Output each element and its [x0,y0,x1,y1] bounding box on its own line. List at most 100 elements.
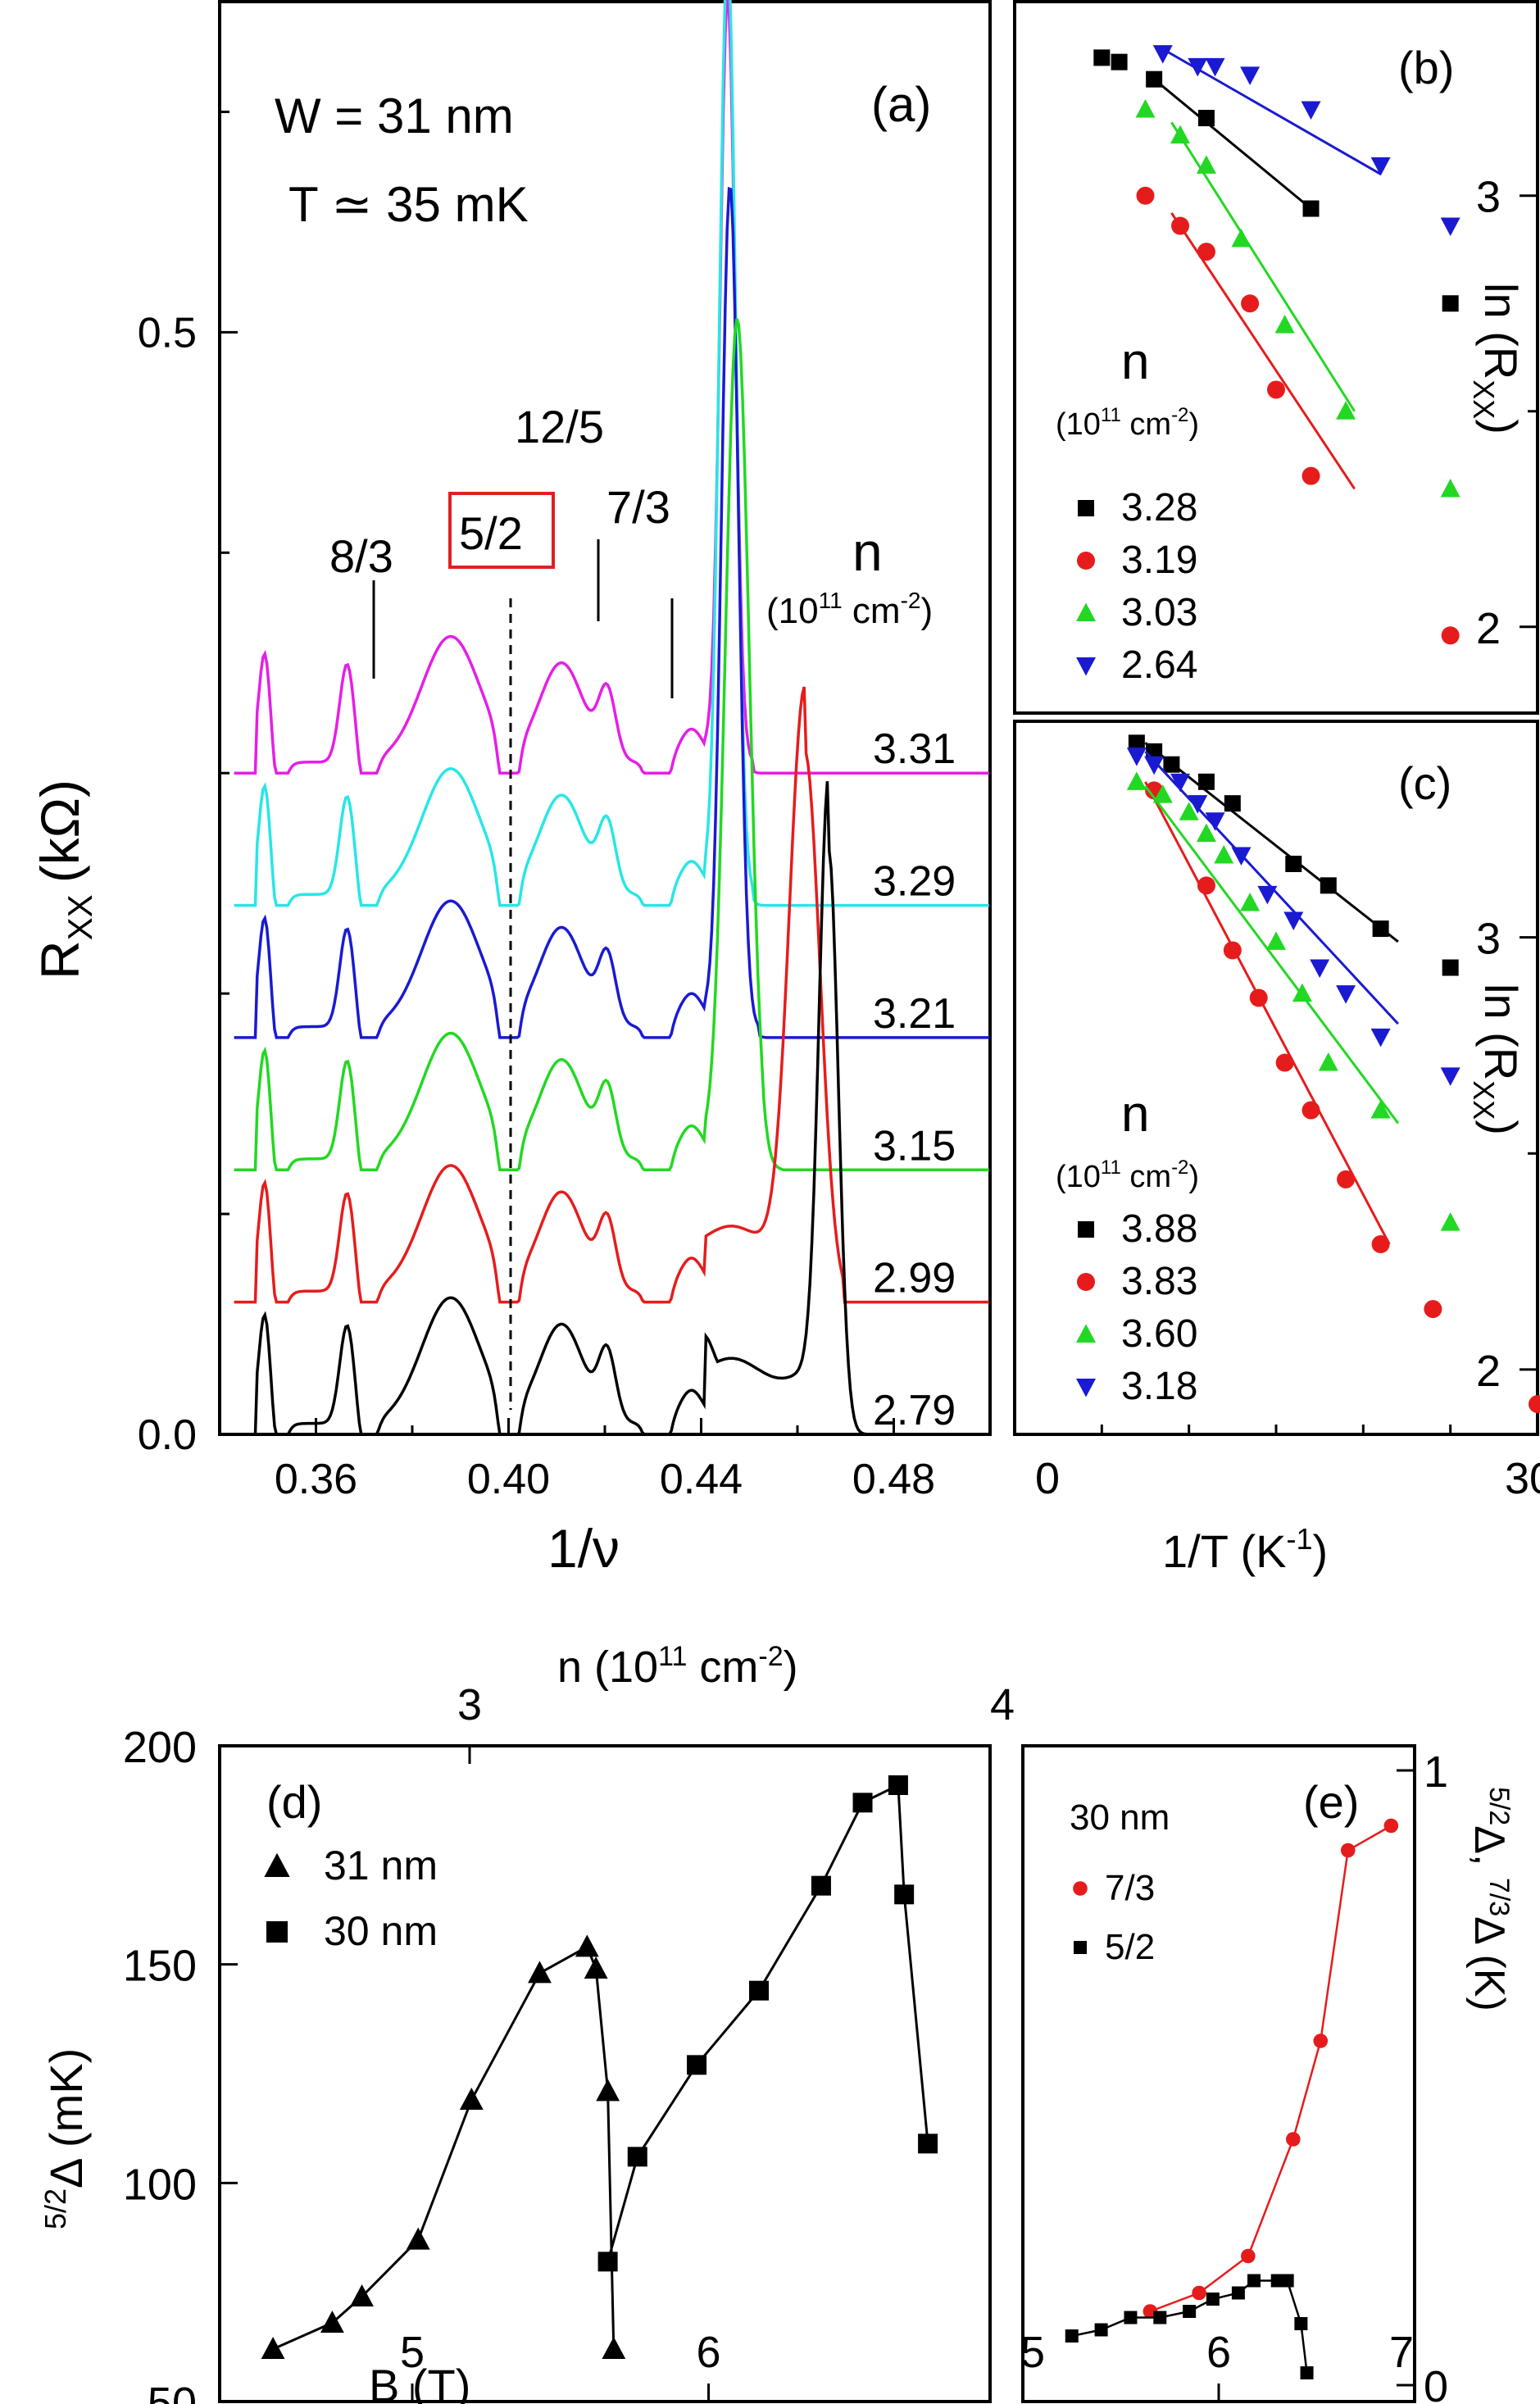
data-point-3-88 [1285,856,1302,872]
e-x-tick-label: 7 [1389,2328,1414,2377]
data-point-3-88 [1224,795,1241,812]
panel-a-label: (a) [871,77,931,132]
panel-d-data [261,1775,938,2359]
e-data-point [1192,2285,1206,2301]
panel-d-top-label: n (1011 cm-2) [557,1641,798,1692]
data-point-3-60 [1179,802,1199,820]
data-point-3-28 [1442,295,1459,312]
panel-e: 5 6 701 (e) 30 nm 7/35/2 5/2Δ, 7/3Δ (K) [1020,1744,1515,2404]
c-x-tick-label: 0 [1035,1454,1060,1503]
legend-label-2-64: 2.64 [1121,643,1197,687]
panel-e-y-label: 5/2Δ, 7/3Δ (K) [1465,1787,1515,2011]
panel-e-ticks: 5 6 70 1 [1020,1747,1448,2404]
fit-line-3-03 [1170,121,1356,412]
trace-label-3-21: 3.21 [873,990,956,1038]
trace-3-31 [234,0,989,775]
data-point-3-03 [1170,125,1191,144]
fraction-label-5-2: 5/2 [459,507,523,559]
data-point-3-60 [1440,1212,1461,1231]
data-point-3-83 [1275,1053,1294,1072]
panel-d-label: (d) [266,1776,322,1828]
legend-marker-2-64 [1076,657,1096,676]
svg-text:ln (RXX): ln (RXX) [1467,984,1527,1135]
e-x-tick-label: 6 [1206,2328,1231,2377]
data-point-3-19 [1302,466,1320,485]
panel-a-y-ticks: 0.0 0.5 [138,110,238,1459]
a-y-tick-label: 0.0 [138,1411,197,1459]
legend-marker-3-88 [1078,1221,1094,1238]
d-data-point [888,1775,908,1795]
d-y-tick-label: 50 [148,2379,197,2404]
e-data-point [1094,2323,1108,2337]
panel-b-legend-title: n [1121,334,1149,390]
legend-marker-3-18 [1076,1379,1096,1397]
panel-c: 23 030 (c) n (1011 cm-2) 3.883.833.603.1… [1013,720,1540,1577]
data-point-3-19 [1241,294,1260,313]
panel-e-label: (e) [1303,1776,1359,1828]
legend-label-3-83: 3.83 [1121,1260,1197,1303]
e-data-point [1183,2305,1197,2318]
data-point-3-88 [1320,877,1337,894]
panel-c-legend-unit: (1011 cm-2) [1056,1157,1199,1194]
y-tick-label: 3 [1476,915,1501,964]
d-data-point [320,2311,344,2333]
panel-d-y-label: 5/2Δ (mK) [39,2048,92,2229]
d-data-point [811,1875,831,1896]
d-y-tick-label: 200 [123,1723,197,1772]
legend-label-3-19: 3.19 [1121,539,1197,582]
data-point-3-18 [1144,756,1165,775]
d-data-point [597,2252,618,2272]
data-point-3-19 [1171,216,1190,235]
data-point-3-19 [1441,626,1460,645]
data-point-3-18 [1336,985,1356,1004]
d-data-point [627,2147,647,2167]
d-legend-label: 30 nm [324,1908,438,1954]
data-point-3-03 [1196,155,1216,174]
legend-unit: (1011 cm-2) [766,588,933,631]
y-tick-label: 2 [1476,604,1501,653]
data-point-3-88 [1128,734,1145,752]
panel-a: 0.36 0.40 0.44 0.48 0.0 0.5 W = 31 nm T ≃ 35… [30,0,992,1579]
data-point-3-83 [1424,1300,1442,1319]
legend-marker-3-19 [1077,552,1095,570]
data-point-3-18 [1370,1028,1391,1047]
e-data-point [1124,2311,1138,2324]
panel-a-density-labels: 3.31 3.29 3.21 3.15 2.99 2.79 [873,725,956,1434]
d-legend-label: 31 nm [324,1843,438,1888]
data-point-3-83 [1302,1101,1320,1120]
data-point-3-18 [1170,773,1191,793]
d-data-point [406,2227,430,2250]
legend-label-3-18: 3.18 [1121,1365,1197,1408]
data-point-3-28 [1093,49,1111,66]
d-data-point [602,2337,626,2359]
legend-marker-3-28 [1078,500,1094,516]
fraction-label-8-3: 8/3 [329,530,393,582]
data-point-3-60 [1266,931,1286,950]
data-point-3-28 [1146,70,1163,88]
data-point-2-64 [1152,45,1173,64]
data-point-3-88 [1163,756,1180,773]
d-x-tick-label: 5 [400,2328,425,2377]
d-x-tick-label: 6 [697,2328,721,2377]
data-point-2-64 [1440,217,1461,237]
c-x-tick-label: 30 [1505,1454,1540,1503]
panel-c-x-label: 1/T (K-1) [1162,1522,1328,1577]
e-data-point [1065,2329,1079,2343]
d-series-line-1 [606,1783,929,2262]
e-y-tick-label: 0 [1424,2362,1448,2404]
e-data-point [1340,1843,1356,1858]
data-point-3-18 [1188,795,1208,814]
trace-label-2-99: 2.99 [873,1255,956,1302]
e-y-tick-label: 1 [1424,1747,1448,1797]
data-point-3-60 [1370,1100,1391,1119]
data-point-3-19 [1267,380,1285,399]
d-data-point [687,2055,707,2075]
data-point-3-83 [1337,1170,1356,1188]
panel-b-y-label: ln (RXX) [1467,283,1527,434]
data-point-3-28 [1197,110,1215,127]
legend-marker-3-03 [1076,602,1096,621]
panel-d-x-label: B (T) [369,2360,470,2404]
fraction-label-7-3: 7/3 [606,481,670,533]
